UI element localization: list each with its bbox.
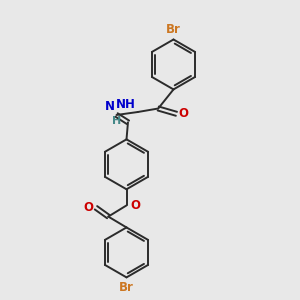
Text: N: N xyxy=(105,100,115,113)
Text: Br: Br xyxy=(119,281,134,294)
Text: O: O xyxy=(179,107,189,120)
Text: O: O xyxy=(83,201,93,214)
Text: H: H xyxy=(112,116,122,126)
Text: O: O xyxy=(130,199,141,212)
Text: Br: Br xyxy=(166,23,181,36)
Text: NH: NH xyxy=(116,98,136,111)
